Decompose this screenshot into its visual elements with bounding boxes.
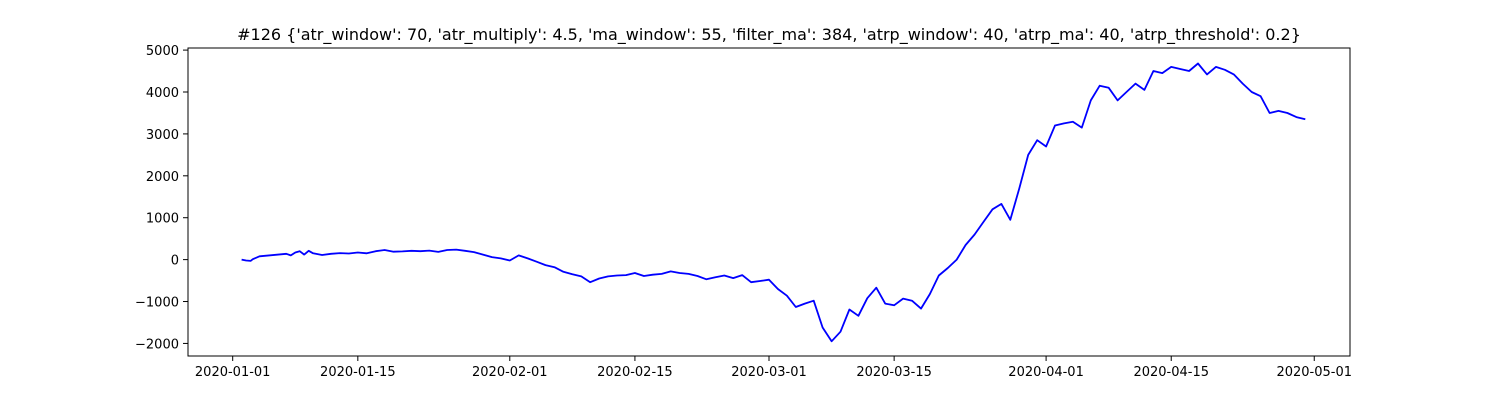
chart-title: #126 {'atr_window': 70, 'atr_multiply': … — [237, 25, 1301, 45]
x-tick-label: 2020-01-15 — [320, 365, 396, 380]
y-tick-label: −2000 — [135, 337, 179, 352]
y-tick-label: 5000 — [146, 44, 179, 59]
axes-frame — [187, 47, 1351, 357]
x-tick-label: 2020-05-01 — [1276, 365, 1352, 380]
y-axis: −2000 −1000 0 1000 2000 3000 4000 5000 — [135, 44, 188, 352]
y-tick-label: 1000 — [146, 212, 179, 227]
y-tick-label: −1000 — [135, 296, 179, 311]
y-tick-label: 0 — [171, 254, 179, 269]
series-line — [241, 62, 1306, 343]
x-tick-label: 2020-04-15 — [1133, 365, 1209, 380]
x-tick-label: 2020-02-15 — [597, 365, 673, 380]
x-tick-label: 2020-02-01 — [472, 365, 548, 380]
x-tick-label: 2020-04-01 — [1008, 365, 1084, 380]
x-axis: 2020-01-01 2020-01-15 2020-02-01 2020-02-15… — [195, 356, 1352, 380]
plot-area — [241, 62, 1306, 343]
y-tick-label: 2000 — [146, 170, 179, 185]
y-tick-label: 3000 — [146, 128, 179, 143]
y-tick-label: 4000 — [146, 86, 179, 101]
x-tick-label: 2020-03-15 — [856, 365, 932, 380]
x-tick-label: 2020-03-01 — [731, 365, 807, 380]
x-tick-label: 2020-01-01 — [195, 365, 271, 380]
